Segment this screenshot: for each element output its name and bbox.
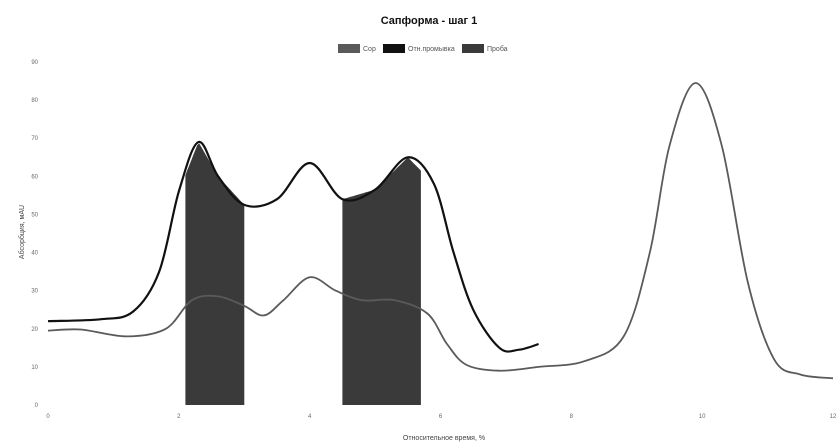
y-tick-label: 30: [31, 289, 38, 295]
x-tick-label: 8: [570, 414, 574, 420]
legend-label: Отн.промывка: [408, 46, 455, 53]
series-lines: [47, 82, 834, 380]
y-tick-label: 80: [31, 98, 38, 104]
legend-label: Проба: [487, 45, 508, 53]
legend-label: Сор: [363, 46, 376, 53]
legend-swatch: [383, 44, 405, 53]
x-tick-label: 0: [46, 414, 50, 420]
legend-swatch: [338, 44, 360, 53]
sample-band-1: [185, 143, 245, 405]
x-axis-ticks: 0 2 4 6 8 10 12: [46, 414, 837, 420]
y-tick-label: 20: [31, 327, 38, 333]
x-axis-label: Относительное время, %: [403, 435, 485, 442]
y-tick-label: 70: [31, 136, 38, 142]
x-tick-label: 12: [830, 414, 837, 420]
y-tick-label: 0: [35, 403, 39, 409]
series-line-2: [47, 140, 539, 353]
y-tick-label: 60: [31, 174, 38, 180]
y-tick-label: 90: [31, 60, 38, 66]
series-line-1: [47, 82, 834, 380]
y-axis-ticks: 0 10 20 30 40 50 60 70 80 90: [31, 60, 38, 409]
y-tick-label: 10: [31, 365, 38, 371]
sample-band-2: [342, 157, 421, 405]
sample-bands: [185, 143, 421, 405]
x-tick-label: 10: [699, 414, 706, 420]
chart-title: Сапформа - шаг 1: [381, 15, 478, 27]
y-tick-label: 50: [31, 212, 38, 218]
y-tick-label: 40: [31, 251, 38, 257]
x-tick-label: 4: [308, 414, 312, 420]
y-axis-label: Абсорбция, мAU: [18, 205, 26, 259]
x-tick-label: 6: [439, 414, 443, 420]
x-tick-label: 2: [177, 414, 181, 420]
legend-swatch: [462, 44, 484, 53]
legend: Сор Отн.промывка Проба: [338, 44, 508, 53]
